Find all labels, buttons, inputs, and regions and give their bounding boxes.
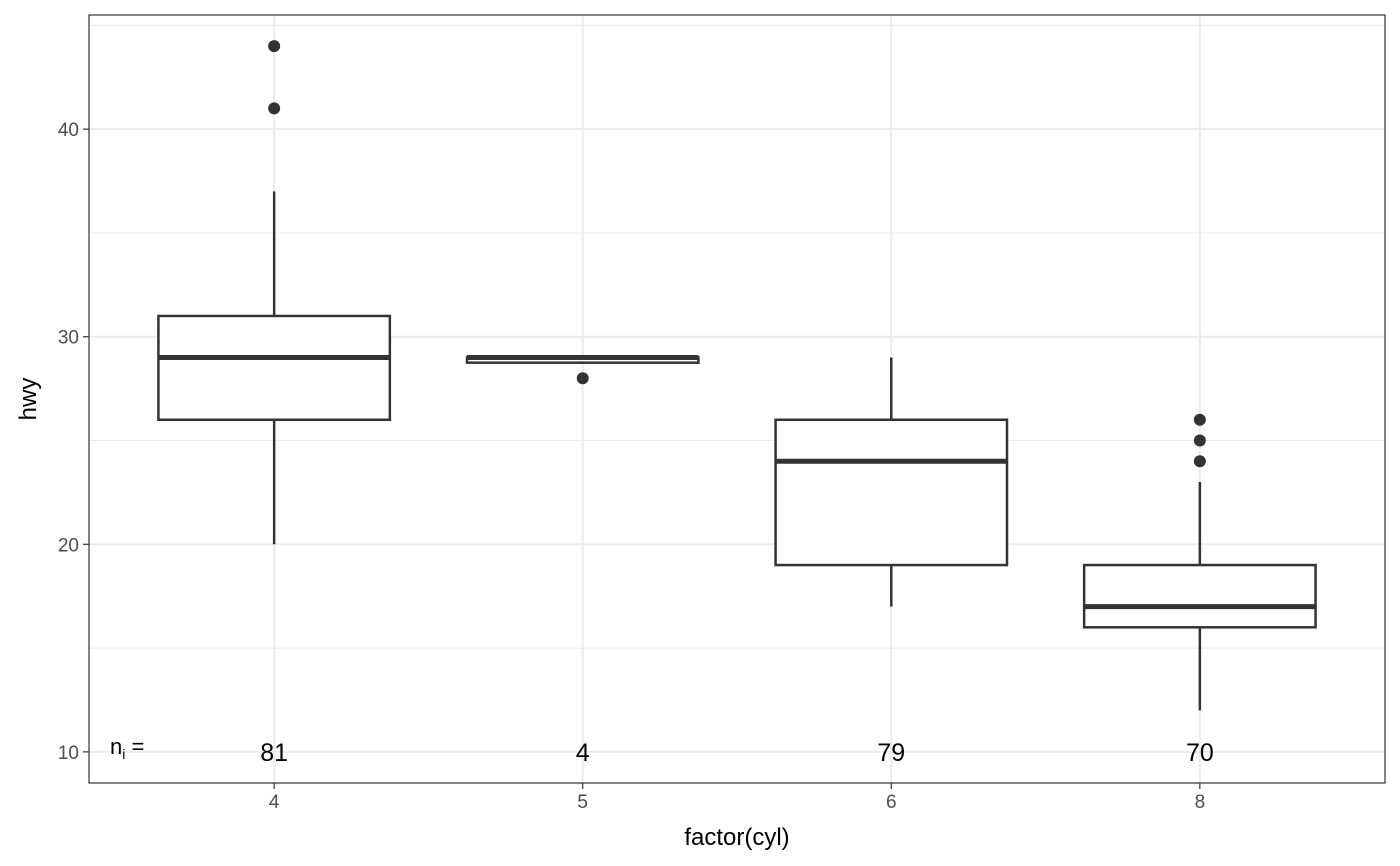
count-prefix-suffix: = xyxy=(125,734,144,759)
count-prefix-sub: i xyxy=(122,746,125,762)
x-tick-label: 6 xyxy=(886,792,897,813)
y-tick-label: 10 xyxy=(58,743,79,764)
box-group-8 xyxy=(1082,413,1317,711)
x-tick-label: 4 xyxy=(269,792,280,813)
y-axis-title: hwy xyxy=(15,378,42,421)
box-iqr xyxy=(774,418,1009,567)
box-layer xyxy=(157,40,1317,711)
count-label-6: 79 xyxy=(877,739,905,767)
axis-layer: 10 20 30 40 4 5 6 8 xyxy=(58,120,1205,813)
box-group-4 xyxy=(157,40,392,545)
outlier-point xyxy=(268,40,281,53)
y-tick-label: 20 xyxy=(58,535,79,556)
plot-panel-border xyxy=(88,14,1386,784)
x-tick-label: 5 xyxy=(577,792,588,813)
count-label-5: 4 xyxy=(576,739,590,767)
count-prefix-main: n xyxy=(110,734,122,759)
y-tick-label: 40 xyxy=(58,120,79,141)
box-iqr xyxy=(1082,563,1317,629)
box-group-6 xyxy=(774,357,1009,607)
y-tick-label: 30 xyxy=(58,328,79,349)
outlier-point xyxy=(1193,434,1206,447)
outlier-point xyxy=(268,102,281,115)
count-prefix-label: ni = xyxy=(110,734,144,762)
outlier-point xyxy=(1193,413,1206,426)
x-axis-title: factor(cyl) xyxy=(684,824,789,851)
count-label-4: 81 xyxy=(260,739,288,767)
outlier-point xyxy=(1193,455,1206,468)
x-tick-label: 8 xyxy=(1195,792,1206,813)
box-iqr xyxy=(157,314,392,422)
outlier-point xyxy=(576,372,589,385)
box-group-5 xyxy=(465,354,700,385)
count-label-8: 70 xyxy=(1186,739,1214,767)
count-layer: 81 4 79 70 xyxy=(260,739,1214,767)
